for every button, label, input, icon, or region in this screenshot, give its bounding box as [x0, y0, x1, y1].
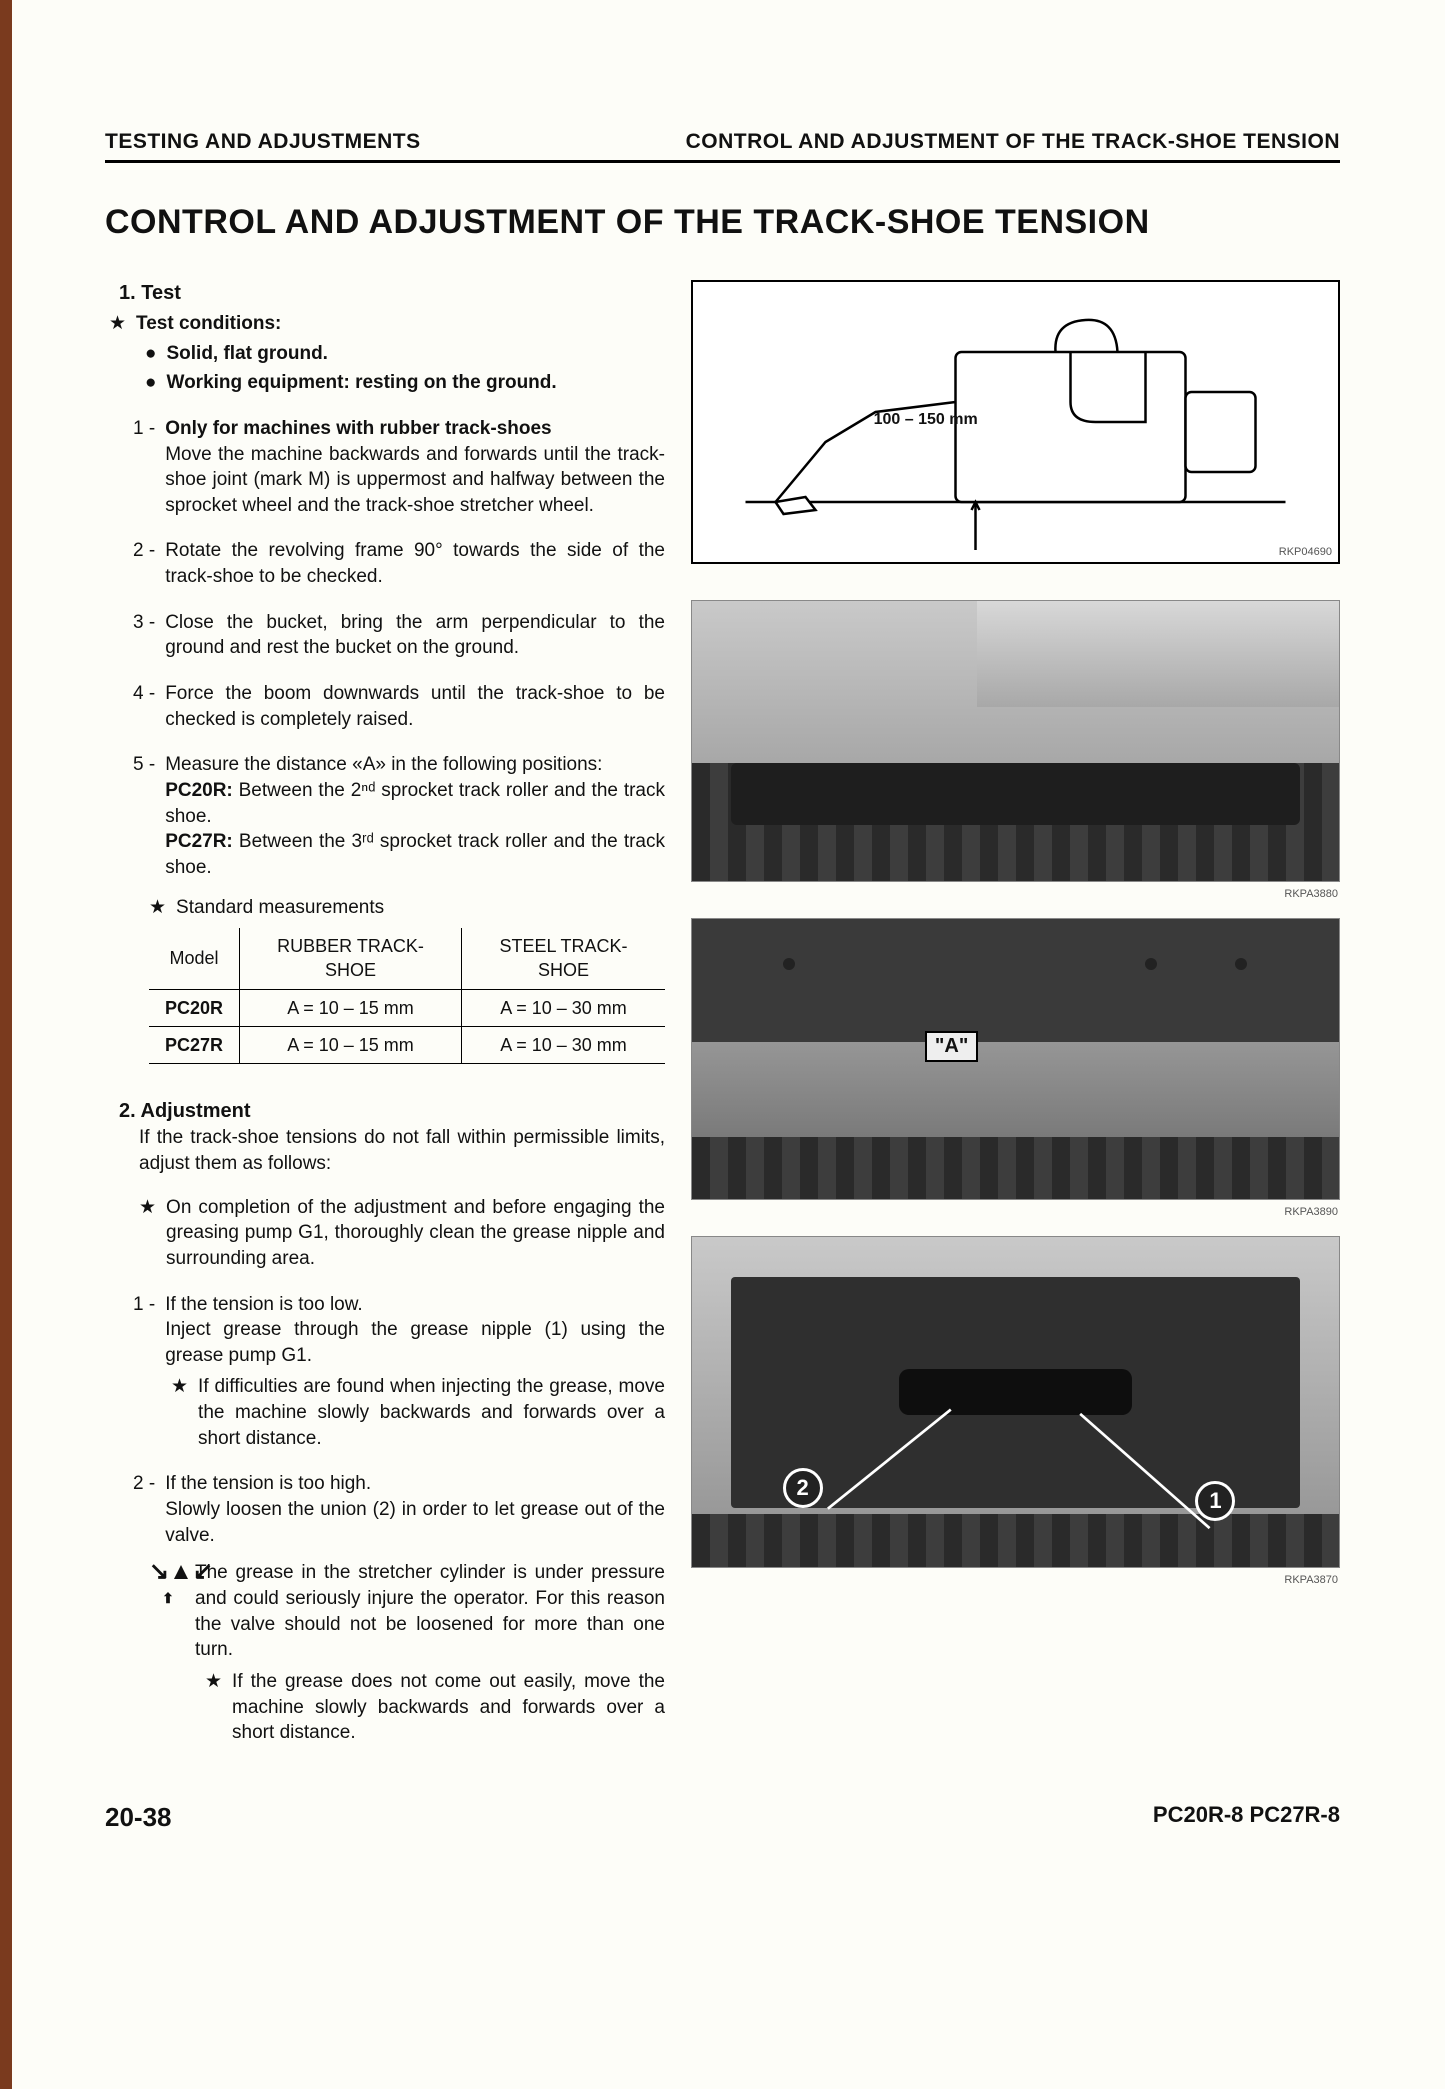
th-steel: STEEL TRACK-SHOE [461, 928, 665, 989]
section2-heading: 2. Adjustment [119, 1098, 665, 1125]
step1-title: Only for machines with rubber track-shoe… [165, 418, 551, 439]
th-model: Model [149, 928, 240, 989]
step4: Force the boom downwards until the track… [165, 681, 665, 732]
th-rubber: RUBBER TRACK-SHOE [240, 928, 462, 989]
std-measurements: Standard measurements [176, 895, 384, 921]
adj-step1-star: If difficulties are found when injecting… [198, 1374, 665, 1451]
step1-body: Move the machine backwards and forwards … [165, 444, 665, 516]
pc20r-label: PC20R: [165, 780, 233, 801]
r2-rubber: A = 10 – 15 mm [240, 1027, 462, 1064]
warning-text: The grease in the stretcher cylinder is … [195, 1560, 665, 1663]
step3: Close the bucket, bring the arm perpendi… [165, 610, 665, 661]
section1-heading: 1. Test [119, 280, 665, 307]
text-column: 1. Test ★ Test conditions: ● Solid, flat… [105, 280, 665, 1746]
step-label: 4 - [133, 681, 155, 732]
star-icon: ★ [171, 1374, 188, 1451]
step-label: 1 - [133, 416, 155, 519]
pc20r-text: Between the 2ⁿᵈ sprocket track roller an… [165, 780, 665, 827]
adj-step1b: Inject grease through the grease nipple … [165, 1319, 665, 1366]
star-icon: ★ [109, 311, 126, 337]
page-number: 20-38 [105, 1802, 172, 1833]
page-footer: 20-38 PC20R-8 PC27R-8 [105, 1802, 1340, 1833]
step-label: 1 - [133, 1292, 155, 1369]
step-label: 2 - [133, 1471, 155, 1548]
r1-model: PC20R [165, 998, 223, 1018]
adjustment-intro: If the track-shoe tensions do not fall w… [139, 1125, 665, 1176]
pc27r-text: Between the 3ʳᵈ sprocket track roller an… [165, 831, 665, 878]
cond2: Working equipment: resting on the ground… [166, 372, 556, 393]
step-label: 2 - [133, 538, 155, 589]
figure-ref: RKPA3870 [1284, 1574, 1338, 1586]
warn-star: If the grease does not come out easily, … [232, 1669, 665, 1746]
warning-icon: ↘▲↙⬆ [149, 1560, 187, 1663]
bullet-icon: ● [145, 341, 156, 367]
figure-ref: RKPA3890 [1284, 1206, 1338, 1218]
bullet-icon: ● [145, 370, 156, 396]
step-label: 5 - [133, 752, 155, 880]
cond1: Solid, flat ground. [166, 343, 327, 364]
footer-models: PC20R-8 PC27R-8 [1153, 1802, 1340, 1833]
step5-intro: Measure the distance «A» in the followin… [165, 754, 602, 775]
header-right: CONTROL AND ADJUSTMENT OF THE TRACK-SHOE… [686, 130, 1340, 154]
adj-star1: On completion of the adjustment and befo… [166, 1195, 665, 1272]
adj-step2b: Slowly loosen the union (2) in order to … [165, 1499, 665, 1546]
badge-A: "A" [925, 1031, 978, 1062]
diagram-excavator: 100 – 150 mm RKP04690 [691, 280, 1340, 564]
photo-grease-valve: 2 1 [691, 1236, 1340, 1568]
pc27r-label: PC27R: [165, 831, 233, 852]
measurements-table: Model RUBBER TRACK-SHOE STEEL TRACK-SHOE… [149, 928, 665, 1064]
star-icon: ★ [139, 1195, 156, 1272]
photo-distance-A: "A" [691, 918, 1340, 1200]
r2-model: PC27R [165, 1035, 223, 1055]
r1-rubber: A = 10 – 15 mm [240, 989, 462, 1026]
figure-ref: RKPA3880 [1284, 888, 1338, 900]
star-icon: ★ [149, 895, 166, 921]
figure-column: 100 – 150 mm RKP04690 RKPA3880 "A" [691, 280, 1340, 1746]
figure-ref: RKP04690 [1279, 546, 1332, 558]
star-icon: ★ [205, 1669, 222, 1746]
step-label: 3 - [133, 610, 155, 661]
header-left: TESTING AND ADJUSTMENTS [105, 130, 421, 154]
adj-step1a: If the tension is too low. [165, 1294, 363, 1315]
page-header: TESTING AND ADJUSTMENTS CONTROL AND ADJU… [105, 130, 1340, 163]
r2-steel: A = 10 – 30 mm [461, 1027, 665, 1064]
page-title: CONTROL AND ADJUSTMENT OF THE TRACK-SHOE… [105, 203, 1340, 242]
step2: Rotate the revolving frame 90° towards t… [165, 538, 665, 589]
photo-track-raised [691, 600, 1340, 882]
adj-step2a: If the tension is too high. [165, 1473, 371, 1494]
diagram-measurement-label: 100 – 150 mm [874, 411, 978, 429]
r1-steel: A = 10 – 30 mm [461, 989, 665, 1026]
conditions-label: Test conditions: [136, 313, 281, 334]
